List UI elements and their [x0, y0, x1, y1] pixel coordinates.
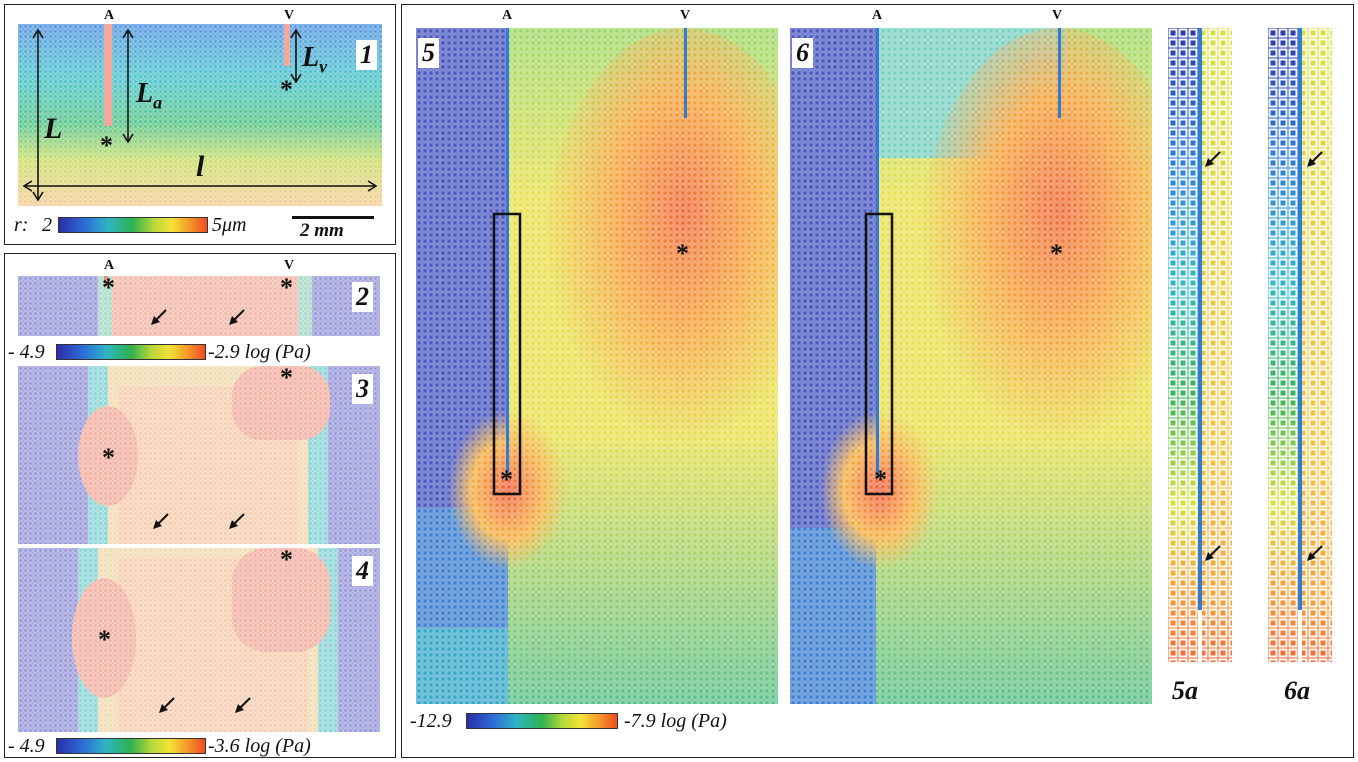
- radius-min: 2: [42, 214, 52, 236]
- dimension-L: L: [44, 112, 63, 145]
- pressure-56-min: -12.9: [410, 710, 452, 732]
- radius-colorbar: [58, 217, 208, 233]
- pressure-2-colorbar: [56, 344, 206, 360]
- arrow-icon-5a-top: [1205, 151, 1221, 167]
- scale-bar-label: 2 mm: [300, 220, 344, 241]
- dimension-La-base: L: [136, 78, 154, 109]
- vein-label-5: V: [680, 8, 691, 23]
- panel-2-label: 2: [352, 282, 373, 312]
- panel-1-network: [18, 24, 382, 206]
- artery-label-1: A: [104, 8, 115, 23]
- asterisk-5a: *: [500, 465, 513, 494]
- arrow-icon-4b: [235, 697, 251, 713]
- arrow-icon-6a-bottom: [1307, 545, 1323, 561]
- arrow-icon-4a: [159, 697, 175, 713]
- asterisk-6v: *: [1050, 239, 1063, 268]
- dimension-Lv-base: L: [302, 42, 320, 73]
- arrow-icon-3a: [153, 513, 169, 529]
- arrow-icon-3b: [229, 513, 245, 529]
- dimension-La: La: [136, 78, 162, 114]
- asterisk-5v: *: [676, 239, 689, 268]
- pressure-2-min: - 4.9: [8, 341, 45, 363]
- dimension-La-sub: a: [153, 92, 163, 113]
- pressure-56-colorbar: [466, 713, 618, 729]
- panel-6-label: 6: [792, 38, 813, 68]
- panel-6a-zoom: [1268, 28, 1332, 662]
- panel-5a-zoom: [1168, 28, 1232, 662]
- radius-prefix: r:: [14, 214, 29, 236]
- panel-4-network: [18, 548, 380, 732]
- dimension-Lv-sub: v: [319, 56, 328, 77]
- radius-max: 5μm: [212, 214, 247, 236]
- panel-6-network: [790, 28, 1152, 704]
- dimension-l: l: [196, 150, 205, 183]
- arrow-icon-2b: [229, 309, 245, 325]
- panel-2-network: [18, 276, 380, 336]
- panel-6a-label: 6a: [1280, 676, 1314, 706]
- artery-label-5: A: [502, 8, 513, 23]
- panel-3-label: 3: [352, 374, 373, 404]
- vein-label-2: V: [284, 258, 295, 273]
- asterisk-artery-tip-1: *: [100, 131, 113, 160]
- vein-label-6: V: [1052, 8, 1063, 23]
- vein-label-1: V: [284, 8, 295, 23]
- asterisk-vein-tip-1: *: [280, 75, 293, 104]
- panel-4-label: 4: [352, 556, 373, 586]
- asterisk-4a: *: [98, 625, 111, 654]
- pressure-4-max: -3.6 log (Pa): [208, 735, 311, 757]
- asterisk-4v: *: [280, 545, 293, 574]
- asterisk-3v: *: [280, 363, 293, 392]
- arrow-icon-6a-top: [1307, 151, 1323, 167]
- pressure-56-max: -7.9 log (Pa): [624, 710, 727, 732]
- panel-5a-label: 5a: [1168, 676, 1202, 706]
- scale-bar-line: [292, 216, 374, 219]
- pressure-2-max: -2.9 log (Pa): [208, 341, 311, 363]
- panel-1-label: 1: [356, 40, 377, 70]
- asterisk-2a: *: [102, 273, 115, 302]
- panel-5-label: 5: [418, 38, 439, 68]
- asterisk-3a: *: [102, 443, 115, 472]
- dimension-arrows-1: [22, 28, 378, 202]
- arrow-icon-2a: [151, 309, 167, 325]
- artery-label-2: A: [104, 258, 115, 273]
- asterisk-6a: *: [874, 465, 887, 494]
- pressure-4-min: - 4.9: [8, 735, 45, 757]
- arrow-icon-5a-bottom: [1205, 545, 1221, 561]
- panel-3-network: [18, 366, 380, 544]
- asterisk-2v: *: [280, 273, 293, 302]
- panel-5-network: [416, 28, 778, 704]
- dimension-Lv: Lv: [302, 42, 327, 78]
- pressure-4-colorbar: [56, 738, 206, 754]
- artery-label-6: A: [872, 8, 883, 23]
